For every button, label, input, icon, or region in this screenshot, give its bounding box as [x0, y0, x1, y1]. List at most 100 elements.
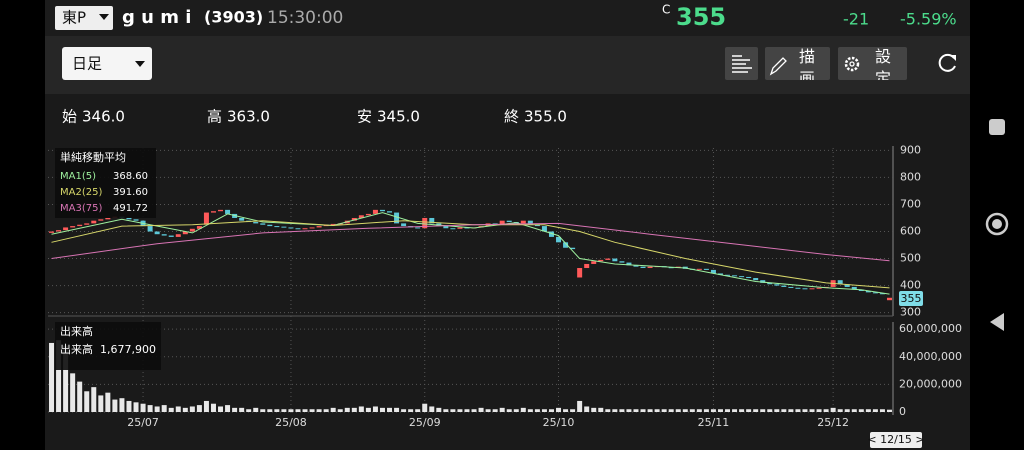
candle-body [379, 209, 385, 212]
volume-bar [781, 409, 787, 412]
volume-bar [344, 407, 350, 412]
volume-bar [556, 407, 562, 412]
candle-body [858, 289, 864, 292]
candle-body [534, 224, 540, 227]
draw-label: 描画 [799, 47, 815, 88]
candle-body [506, 220, 512, 223]
back-button[interactable] [990, 313, 1004, 331]
candle-body [189, 228, 195, 232]
volume-bar [478, 407, 484, 412]
volume-bar [91, 387, 97, 412]
volume-bar [710, 409, 716, 412]
ohlc-value: 355.0 [524, 108, 567, 126]
volume-bar [203, 400, 209, 412]
legend-name: MA3(75) [60, 203, 102, 214]
dropdown-arrow [99, 14, 109, 20]
candle-body [816, 287, 822, 289]
volume-bar [98, 395, 104, 412]
date-nav[interactable] [870, 432, 922, 448]
volume-bar [351, 407, 357, 412]
settings-button[interactable] [838, 47, 907, 80]
candle-body [56, 230, 62, 232]
volume-bar [633, 409, 639, 412]
y-tick-label: 900 [900, 143, 921, 156]
candle-body [274, 226, 280, 228]
candle-body [358, 215, 364, 218]
candle-body [225, 209, 231, 214]
volume-bar [196, 405, 202, 412]
candle-body [633, 265, 639, 267]
candle-body [288, 227, 294, 229]
period-select[interactable] [62, 47, 152, 80]
home-button[interactable] [985, 212, 1009, 236]
candle-body [182, 231, 188, 235]
candle-body [795, 287, 801, 289]
volume-bar [802, 409, 808, 412]
volume-bar [84, 391, 90, 412]
ohlc-label: 高 [207, 108, 222, 126]
candle-body [105, 217, 111, 220]
volume-bar [865, 409, 871, 412]
candle-body [844, 284, 850, 287]
ma-line [51, 222, 890, 262]
chart-panel [45, 94, 970, 450]
volume-bar [823, 409, 829, 412]
volume-bar [760, 409, 766, 412]
volume-bar [675, 409, 681, 412]
legend-name: MA1(5) [60, 171, 96, 182]
volume-bar [119, 398, 125, 412]
candle-body [781, 285, 787, 287]
volume-bar [133, 402, 139, 412]
candle-body [746, 276, 752, 279]
volume-bar [274, 409, 280, 412]
x-tick-label: 25/11 [698, 416, 730, 429]
stock-code: (3903) [204, 8, 263, 27]
volume-bar [225, 405, 231, 412]
indicator-icon [732, 55, 752, 73]
candle-body [696, 268, 702, 270]
candle-body [837, 280, 843, 285]
candle-body [732, 275, 738, 277]
candle-body [49, 231, 55, 233]
volume-bar [260, 409, 266, 412]
legend-name: MA2(25) [60, 187, 102, 198]
volume-value: 1,677,900 [100, 343, 156, 356]
candle-body [126, 217, 132, 220]
volume-bar [732, 409, 738, 412]
candle-body [70, 226, 76, 228]
candle-body [295, 228, 301, 230]
volume-bar [534, 409, 540, 412]
draw-button[interactable] [765, 47, 830, 80]
x-tick-label: 25/08 [275, 416, 307, 429]
toolbar [45, 36, 970, 94]
volume-bar [703, 409, 709, 412]
candle-body [570, 247, 576, 250]
volume-bar [246, 409, 252, 412]
volume-bar [619, 409, 625, 412]
volume-bar [872, 409, 878, 412]
refresh-icon[interactable] [938, 53, 956, 72]
candle-body [647, 266, 653, 269]
volume-bar [394, 407, 400, 412]
ohlc-label: 始 [62, 108, 77, 126]
candle-body [739, 276, 745, 278]
candle-body [527, 220, 533, 225]
volume-bar [774, 409, 780, 412]
candle-body [767, 282, 773, 285]
candle-body [703, 268, 709, 270]
y-tick-label: 800 [900, 170, 921, 183]
volume-bar [302, 409, 308, 412]
volume-bar [605, 409, 611, 412]
candle-body [788, 286, 794, 288]
volume-bar [612, 409, 618, 412]
recents-button[interactable] [989, 119, 1005, 135]
volume-bar [844, 409, 850, 412]
market-select[interactable] [55, 6, 113, 30]
y-tick-label: 400 [900, 279, 921, 292]
volume-bar [232, 407, 238, 412]
volume-bar [746, 409, 752, 412]
candle-body [133, 219, 139, 221]
volume-bar [584, 406, 590, 412]
legend-value: 368.60 [113, 171, 148, 182]
volume-bar [309, 409, 315, 412]
